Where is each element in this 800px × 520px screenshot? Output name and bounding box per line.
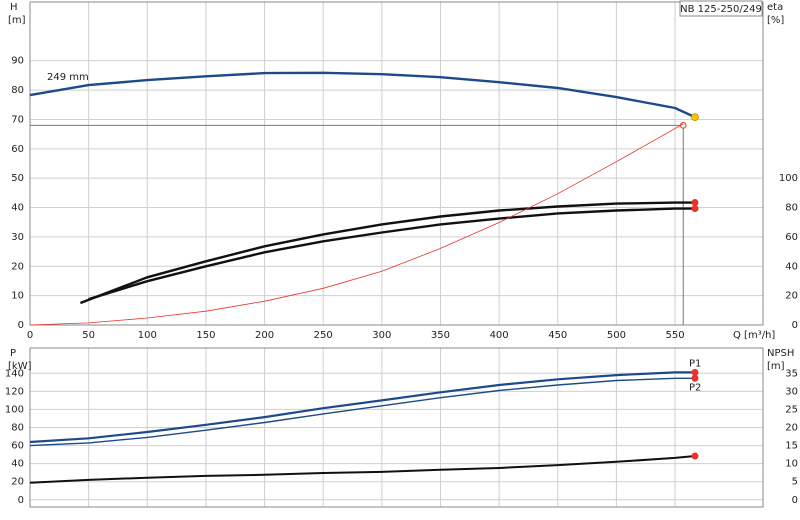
series-line: [29, 377, 695, 447]
y-axis-label: P: [10, 348, 16, 359]
y-tick-label: 20: [11, 261, 24, 272]
y-tick-label: 10: [11, 291, 24, 302]
end-marker: [691, 199, 699, 207]
y-tick-label: 50: [11, 173, 24, 184]
y-tick-label: 20: [11, 477, 24, 488]
y2-axis-label: eta: [767, 2, 783, 13]
series-label: P2: [689, 382, 701, 393]
x-tick-label: 400: [490, 330, 509, 341]
end-marker: [691, 205, 699, 213]
x-tick-label: 550: [665, 330, 684, 341]
x-tick-label: 450: [548, 330, 567, 341]
y2-tick-label: 100: [779, 173, 798, 184]
y-tick-label: 80: [11, 85, 24, 96]
y-tick-label: 70: [11, 114, 24, 125]
y-tick-label: 100: [5, 404, 24, 415]
y-axis-unit: [kW]: [8, 361, 32, 372]
y-tick-label: 90: [11, 56, 24, 67]
y-axis-label: H: [10, 2, 18, 13]
title-box: [679, 0, 763, 17]
y2-tick-label: 0: [792, 495, 798, 506]
y2-tick-label: 20: [785, 291, 798, 302]
end-marker: [691, 113, 699, 122]
y2-tick-label: 40: [785, 261, 798, 272]
y2-tick-label: 20: [785, 423, 798, 434]
y2-tick-label: 60: [785, 232, 798, 243]
x-tick-label: 250: [314, 330, 333, 341]
y-axis-unit: [m]: [8, 15, 26, 26]
x-tick-label: 50: [82, 330, 95, 341]
y2-tick-label: 10: [785, 459, 798, 470]
plot-frame: [29, 1, 764, 326]
x-tick-label: 200: [255, 330, 274, 341]
y2-tick-label: 80: [785, 203, 798, 214]
x-tick-label: 0: [27, 330, 33, 341]
series-line: [29, 371, 695, 444]
y-tick-label: 30: [11, 232, 24, 243]
series-line: [88, 207, 695, 301]
y-tick-label: 40: [11, 459, 24, 470]
chart-title: NB 125-250/249: [680, 4, 762, 15]
y2-tick-label: 15: [785, 441, 798, 452]
y-tick-label: 40: [11, 203, 24, 214]
curve-annotation: 249 mm: [47, 72, 89, 83]
y2-axis-unit: [%]: [767, 15, 784, 26]
x-tick-label: 300: [372, 330, 391, 341]
series-line: [29, 123, 684, 326]
x-axis-label: Q [m³/h]: [733, 330, 775, 341]
end-marker: [691, 374, 699, 382]
x-tick-label: 150: [196, 330, 215, 341]
y2-axis-label: NPSH: [767, 348, 794, 359]
y-tick-label: 60: [11, 441, 24, 452]
x-tick-label: 100: [138, 330, 157, 341]
y2-tick-label: 0: [792, 320, 798, 331]
series-line: [29, 455, 696, 484]
y-tick-label: 140: [5, 368, 24, 379]
y2-tick-label: 25: [785, 404, 798, 415]
y2-tick-label: 35: [785, 368, 798, 379]
y-tick-label: 120: [5, 386, 24, 397]
end-marker: [691, 452, 699, 460]
y2-tick-label: 5: [792, 477, 798, 488]
y-tick-label: 0: [18, 495, 24, 506]
y-tick-label: 0: [18, 320, 24, 331]
x-tick-label: 500: [607, 330, 626, 341]
y2-tick-label: 30: [785, 386, 798, 397]
end-marker: [691, 368, 699, 376]
series-line: [79, 201, 695, 305]
y2-axis-unit: [m]: [767, 361, 785, 372]
x-tick-label: 350: [431, 330, 450, 341]
y-tick-label: 80: [11, 423, 24, 434]
y-tick-label: 60: [11, 144, 24, 155]
series-label: P1: [689, 358, 701, 369]
series-line: [29, 71, 696, 119]
plot-frame: [29, 347, 764, 508]
